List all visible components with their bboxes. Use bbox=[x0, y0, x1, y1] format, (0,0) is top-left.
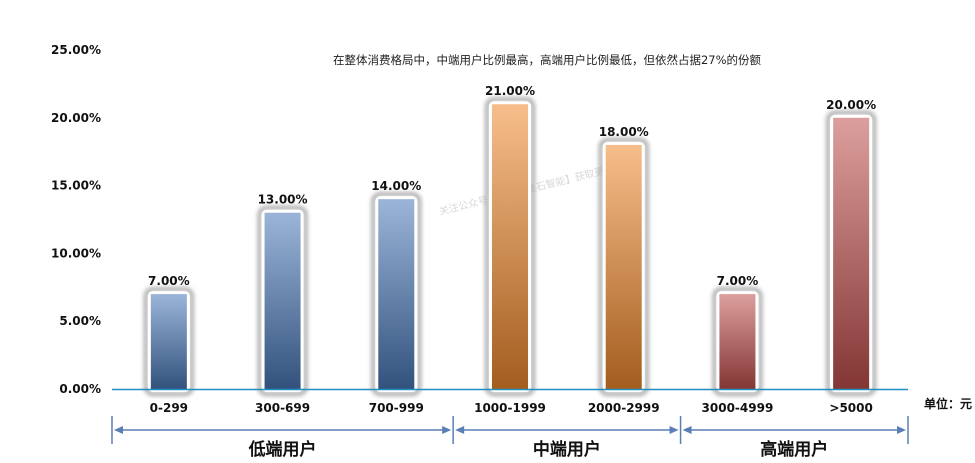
arrow-left-icon bbox=[114, 426, 123, 434]
data-label: 14.00% bbox=[371, 179, 421, 193]
bar-glow bbox=[257, 205, 308, 396]
x-tick-label: >5000 bbox=[829, 401, 872, 415]
bar-glow bbox=[826, 110, 877, 397]
bar-glow bbox=[598, 137, 649, 396]
data-label: 20.00% bbox=[826, 98, 876, 112]
bar-glow bbox=[485, 97, 535, 397]
group-label: 中端用户 bbox=[533, 439, 601, 460]
bar-glow bbox=[371, 192, 422, 396]
bar->5000 bbox=[833, 117, 870, 390]
y-tick-label: 15.00% bbox=[51, 179, 101, 193]
y-axis: 0.00% 5.00% 10.00% 15.00% 20.00% 25.00% bbox=[51, 43, 101, 396]
bar-1000-1999 bbox=[492, 104, 528, 390]
bar-300-699 bbox=[264, 212, 301, 389]
x-tick-label: 3000-4999 bbox=[702, 401, 774, 415]
data-label: 13.00% bbox=[258, 193, 308, 207]
y-tick-label: 10.00% bbox=[51, 246, 101, 260]
data-label: 18.00% bbox=[599, 125, 649, 139]
y-tick-label: 5.00% bbox=[59, 314, 101, 328]
group-label: 高端用户 bbox=[760, 439, 828, 460]
y-tick-label: 20.00% bbox=[51, 111, 101, 125]
arrow-left-icon bbox=[682, 426, 692, 434]
y-tick-label: 25.00% bbox=[51, 43, 101, 57]
bar-glow bbox=[712, 287, 763, 396]
y-tick-label: 0.00% bbox=[59, 382, 101, 396]
data-label: 21.00% bbox=[485, 84, 535, 98]
x-axis: 0-299 300-699 700-999 1000-1999 2000-2999 300… bbox=[150, 401, 873, 415]
x-tick-label: 300-699 bbox=[255, 401, 310, 415]
bar-glow bbox=[143, 287, 194, 396]
bar-0-299 bbox=[150, 294, 187, 389]
chart-title: 在整体消费格局中，中端用户比例最高，高端用户比例最低，但依然占据27%的份额 bbox=[333, 53, 762, 67]
arrow-right-icon bbox=[897, 426, 906, 434]
group-brackets: 低端用户 中端用户 高端用户 bbox=[111, 416, 909, 460]
x-tick-label: 0-299 bbox=[150, 401, 188, 415]
x-tick-label: 700-999 bbox=[369, 401, 424, 415]
bar-3000-4999 bbox=[719, 294, 756, 389]
arrow-right-icon bbox=[669, 426, 679, 434]
data-label: 7.00% bbox=[717, 274, 759, 288]
bar-2000-2999 bbox=[605, 144, 642, 389]
bar-700-999 bbox=[378, 199, 415, 389]
bars-layer: 7.00% 13.00% 14.00% 21.00% 18.00% 7.00% 20.00% bbox=[143, 84, 877, 397]
x-tick-label: 2000-2999 bbox=[588, 401, 660, 415]
unit-label: 单位：元 bbox=[924, 396, 972, 411]
data-label: 7.00% bbox=[148, 274, 190, 288]
arrow-left-icon bbox=[455, 426, 465, 434]
x-tick-label: 1000-1999 bbox=[474, 401, 546, 415]
arrow-right-icon bbox=[442, 426, 452, 434]
group-label: 低端用户 bbox=[248, 439, 317, 460]
